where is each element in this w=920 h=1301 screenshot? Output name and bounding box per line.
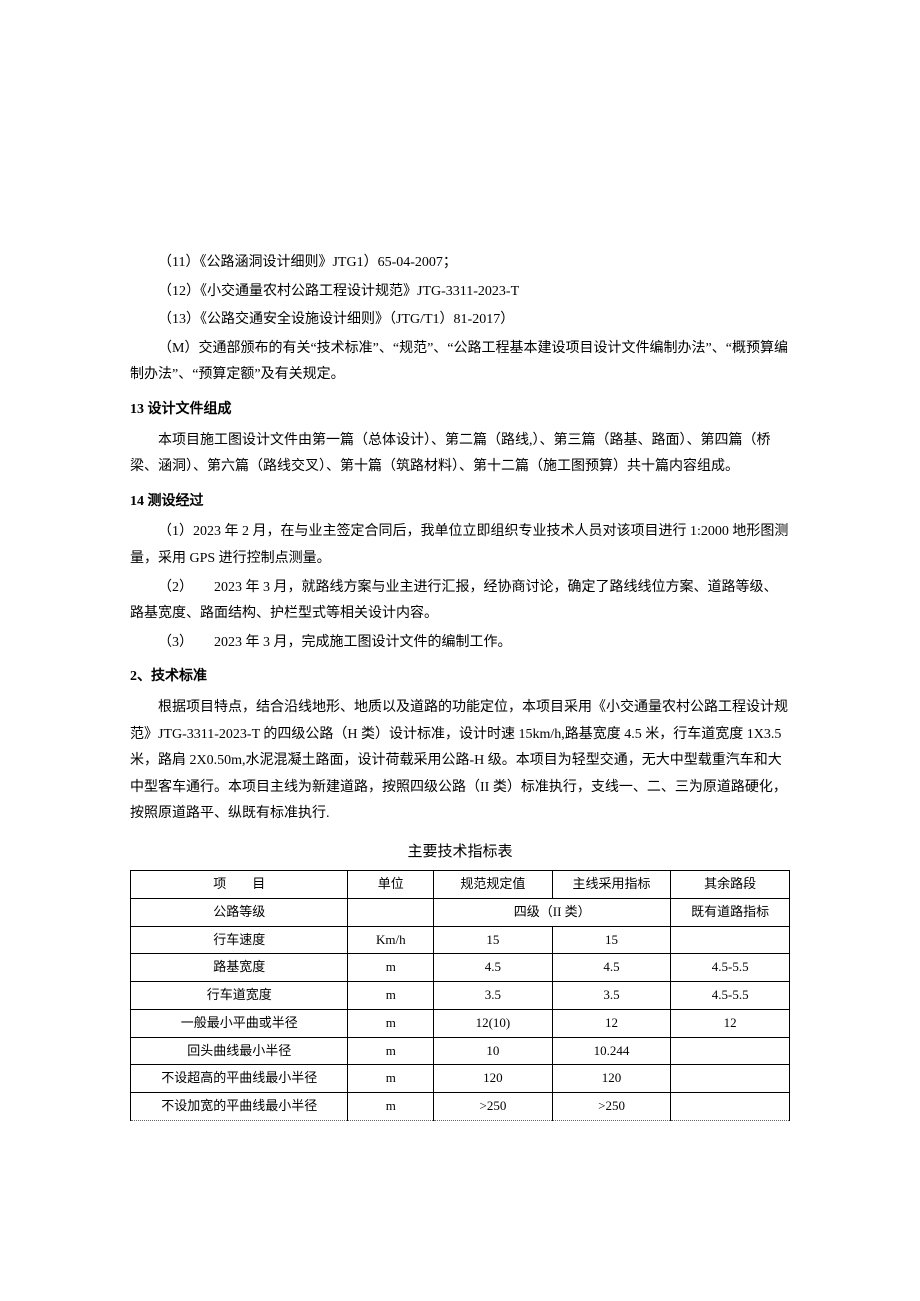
table-row: 行车道宽度 m 3.5 3.5 4.5-5.5 bbox=[131, 982, 790, 1010]
cell-item: 不设超高的平曲线最小半径 bbox=[131, 1065, 348, 1093]
cell-merged: 四级（II 类） bbox=[434, 899, 671, 927]
cell-spec: 120 bbox=[434, 1065, 553, 1093]
cell-main: 3.5 bbox=[552, 982, 671, 1010]
table-row: 路基宽度 m 4.5 4.5 4.5-5.5 bbox=[131, 954, 790, 982]
cell-other bbox=[671, 1037, 790, 1065]
cell-main: 12 bbox=[552, 1009, 671, 1037]
cell-item: 公路等级 bbox=[131, 899, 348, 927]
cell-other: 4.5-5.5 bbox=[671, 982, 790, 1010]
cell-main: >250 bbox=[552, 1092, 671, 1120]
cell-unit: m bbox=[348, 1065, 434, 1093]
cell-item: 回头曲线最小半径 bbox=[131, 1037, 348, 1065]
cell-spec: 15 bbox=[434, 926, 553, 954]
table-header-row: 项 目 单位 规范规定值 主线采用指标 其余路段 bbox=[131, 871, 790, 899]
cell-other bbox=[671, 1092, 790, 1120]
section-14-p2: （2） 2023 年 3 月，就路线方案与业主进行汇报，经协商讨论，确定了路线线… bbox=[130, 575, 790, 628]
cell-item: 行车速度 bbox=[131, 926, 348, 954]
cell-other bbox=[671, 926, 790, 954]
section-13-title: 13 设计文件组成 bbox=[130, 397, 790, 424]
ref-12: （12）《小交通量农村公路工程设计规范》JTG-3311-2023-T bbox=[130, 279, 790, 306]
cell-other: 4.5-5.5 bbox=[671, 954, 790, 982]
cell-item: 行车道宽度 bbox=[131, 982, 348, 1010]
ref-11: （11）《公路涵洞设计细则》JTG1）65-04-2007； bbox=[130, 250, 790, 277]
th-item: 项 目 bbox=[131, 871, 348, 899]
ref-13: （13）《公路交通安全设施设计细则》（JTG/T1）81-2017） bbox=[130, 307, 790, 334]
section-13-body: 本项目施工图设计文件由第一篇（总体设计）、第二篇（路线,）、第三篇（路基、路面）… bbox=[130, 428, 790, 481]
cell-unit: m bbox=[348, 1092, 434, 1120]
cell-main: 120 bbox=[552, 1065, 671, 1093]
cell-unit: m bbox=[348, 954, 434, 982]
th-other: 其余路段 bbox=[671, 871, 790, 899]
cell-main: 4.5 bbox=[552, 954, 671, 982]
cell-other: 既有道路指标 bbox=[671, 899, 790, 927]
cell-spec: >250 bbox=[434, 1092, 553, 1120]
section-2-body: 根据项目特点，结合沿线地形、地质以及道路的功能定位，本项目采用《小交通量农村公路… bbox=[130, 695, 790, 828]
cell-item: 一般最小平曲或半径 bbox=[131, 1009, 348, 1037]
ref-m: （M）交通部颁布的有关“技术标准”、“规范”、“公路工程基本建设项目设计文件编制… bbox=[130, 336, 790, 389]
cell-unit bbox=[348, 899, 434, 927]
tech-spec-table: 项 目 单位 规范规定值 主线采用指标 其余路段 公路等级 四级（II 类） 既… bbox=[130, 870, 790, 1120]
table-row: 一般最小平曲或半径 m 12(10) 12 12 bbox=[131, 1009, 790, 1037]
table-row: 不设加宽的平曲线最小半径 m >250 >250 bbox=[131, 1092, 790, 1120]
table-row: 公路等级 四级（II 类） 既有道路指标 bbox=[131, 899, 790, 927]
cell-spec: 12(10) bbox=[434, 1009, 553, 1037]
cell-main: 10.244 bbox=[552, 1037, 671, 1065]
cell-main: 15 bbox=[552, 926, 671, 954]
th-unit: 单位 bbox=[348, 871, 434, 899]
cell-item: 不设加宽的平曲线最小半径 bbox=[131, 1092, 348, 1120]
cell-spec: 3.5 bbox=[434, 982, 553, 1010]
th-main: 主线采用指标 bbox=[552, 871, 671, 899]
cell-unit: m bbox=[348, 1009, 434, 1037]
section-14-title: 14 测设经过 bbox=[130, 489, 790, 516]
section-14-p3: （3） 2023 年 3 月，完成施工图设计文件的编制工作。 bbox=[130, 630, 790, 657]
section-2-title: 2、技术标准 bbox=[130, 664, 790, 691]
cell-unit: Km/h bbox=[348, 926, 434, 954]
table-row: 不设超高的平曲线最小半径 m 120 120 bbox=[131, 1065, 790, 1093]
cell-unit: m bbox=[348, 1037, 434, 1065]
table-title: 主要技术指标表 bbox=[130, 838, 790, 867]
section-14-p1: （1）2023 年 2 月，在与业主签定合同后，我单位立即组织专业技术人员对该项… bbox=[130, 519, 790, 572]
cell-other: 12 bbox=[671, 1009, 790, 1037]
cell-item: 路基宽度 bbox=[131, 954, 348, 982]
cell-other bbox=[671, 1065, 790, 1093]
table-row: 行车速度 Km/h 15 15 bbox=[131, 926, 790, 954]
table-row: 回头曲线最小半径 m 10 10.244 bbox=[131, 1037, 790, 1065]
cell-spec: 10 bbox=[434, 1037, 553, 1065]
cell-spec: 4.5 bbox=[434, 954, 553, 982]
cell-unit: m bbox=[348, 982, 434, 1010]
th-spec: 规范规定值 bbox=[434, 871, 553, 899]
